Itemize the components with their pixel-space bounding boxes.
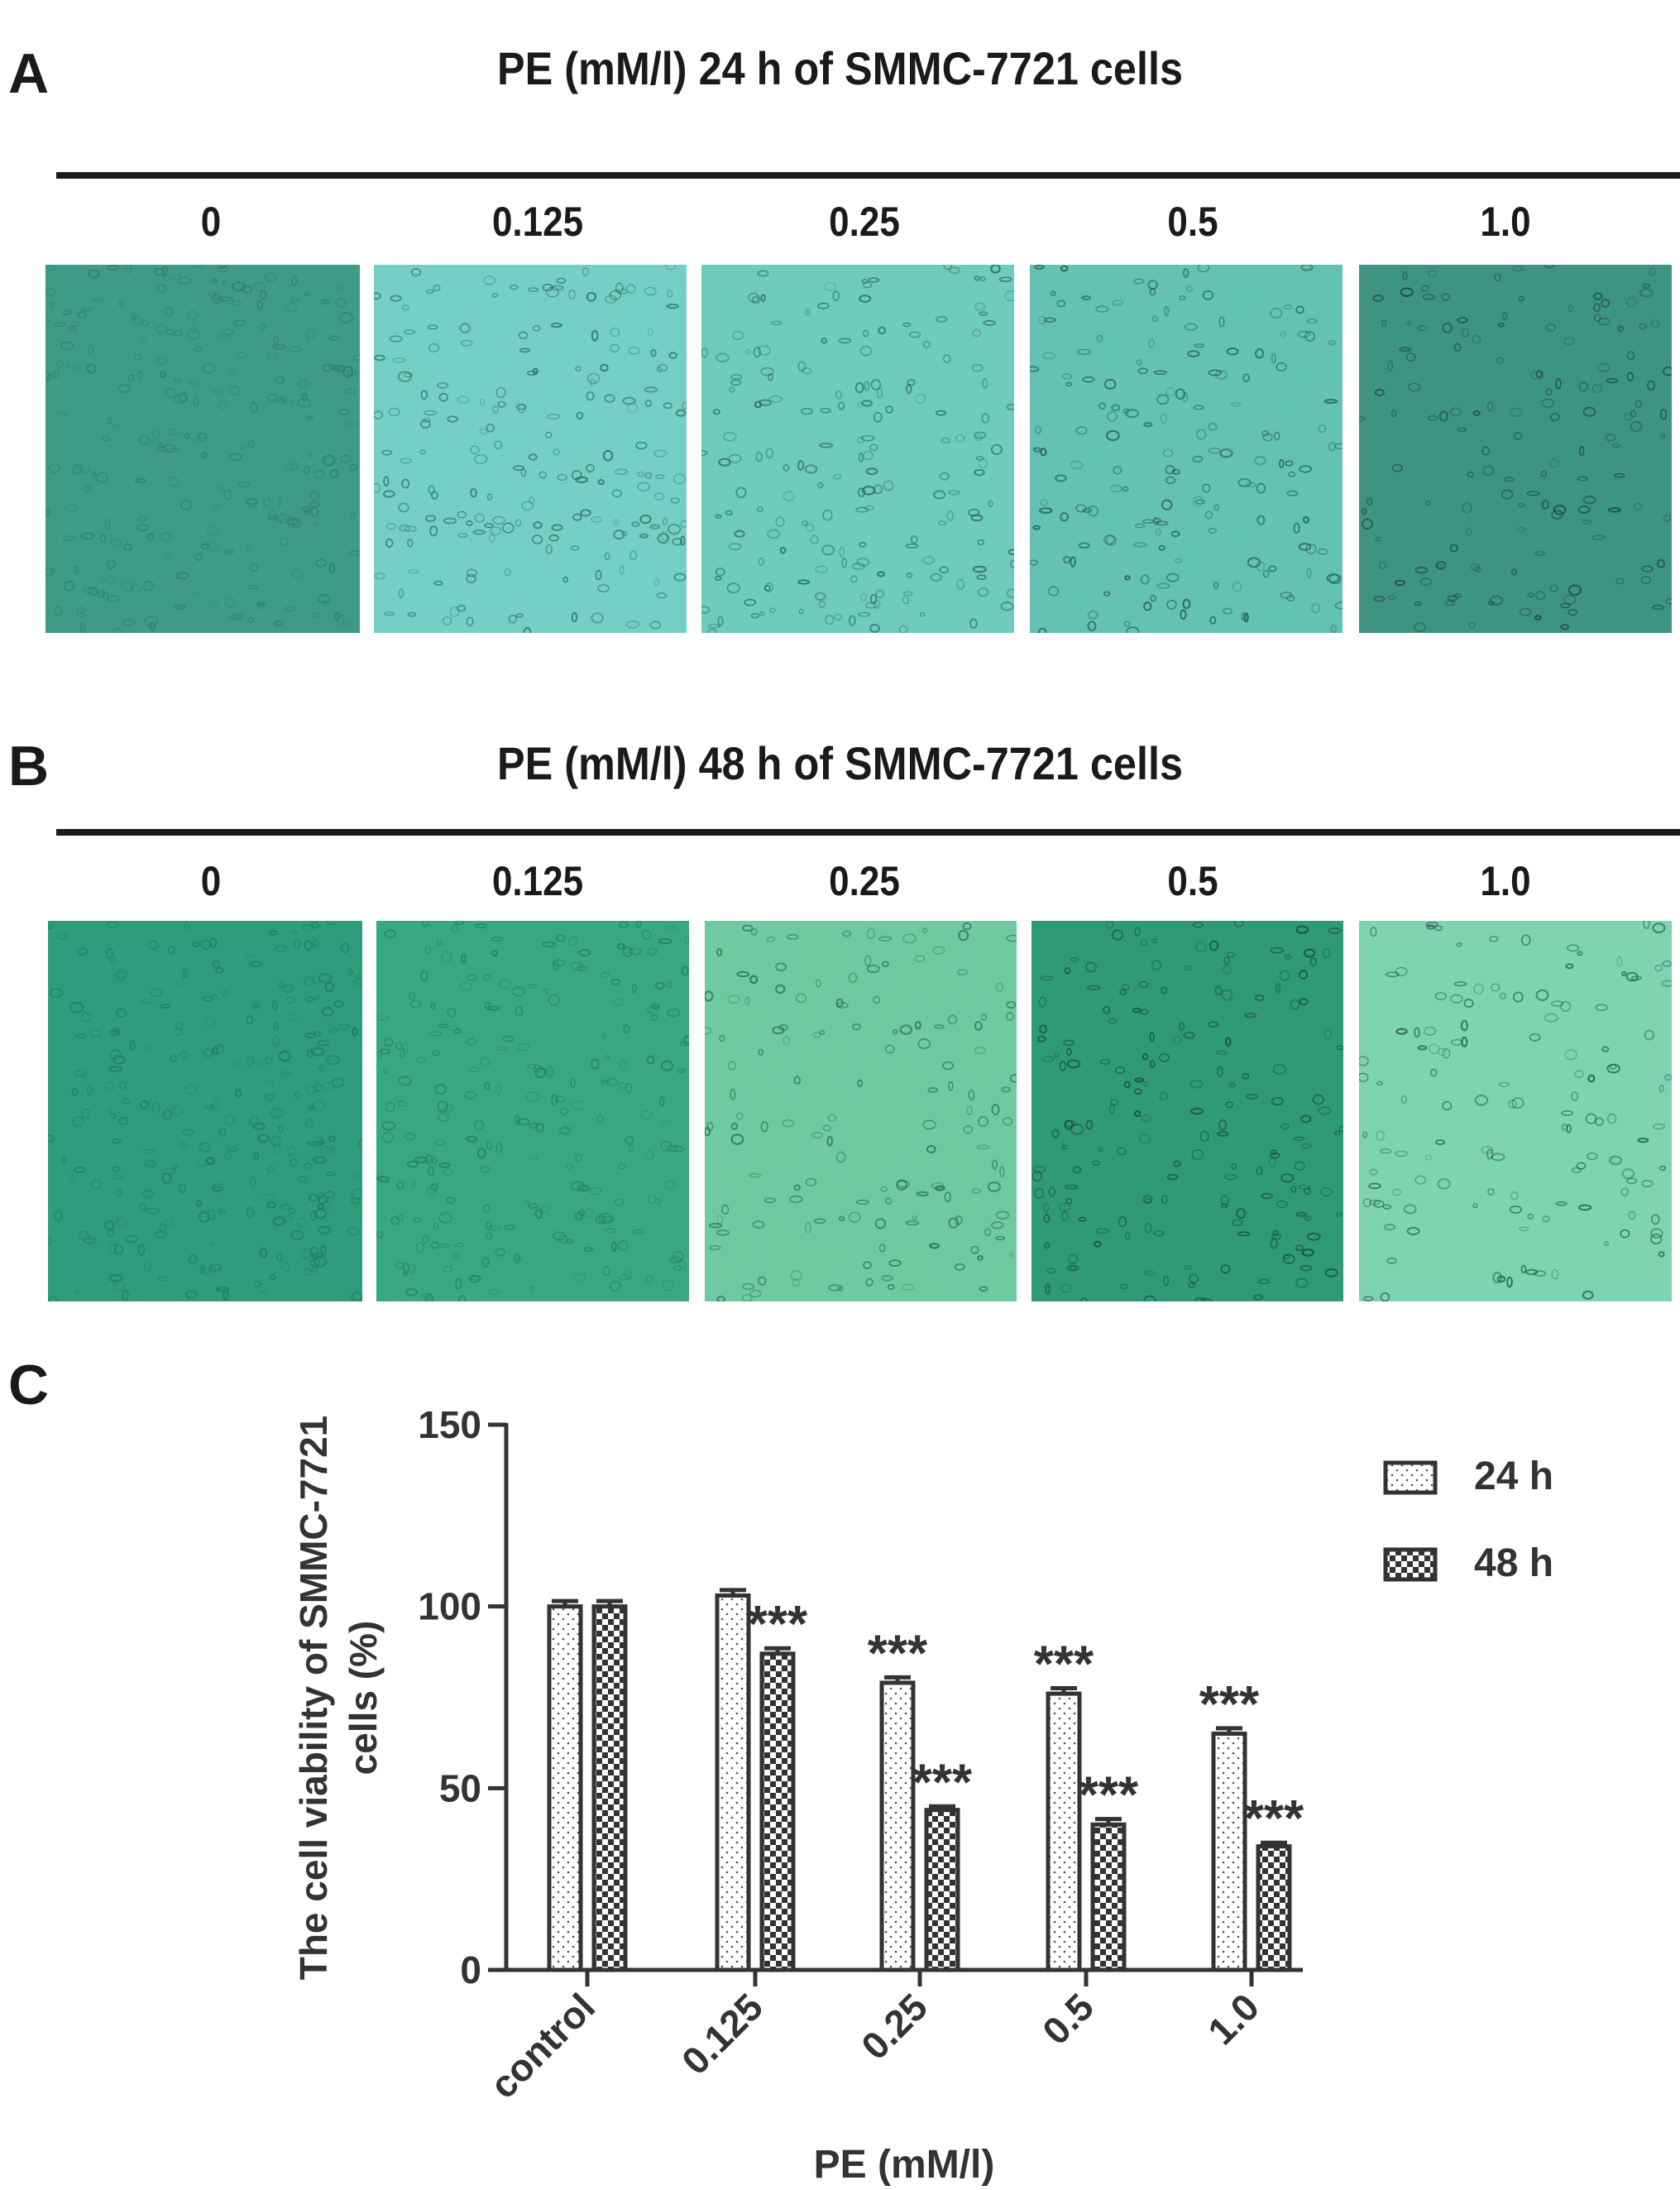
micrograph-image (701, 265, 1014, 633)
panel-b-dose-label: 0 (200, 858, 222, 904)
y-axis-label: The cell viability of SMMC-7721 (292, 1416, 335, 1981)
panel-a-dose-label: 0.125 (491, 199, 584, 245)
micrograph-image (45, 265, 360, 633)
bar-48h (1256, 1844, 1292, 1972)
panel-b-dose-label: 0.25 (829, 858, 900, 904)
y-tick-label: 150 (418, 1403, 481, 1446)
micrograph-image (705, 921, 1017, 1301)
significance-marker: *** (1244, 1790, 1304, 1847)
legend-swatch (1383, 1460, 1438, 1495)
panel-b-title: PE (mM/l) 48 h of SMMC-7721 cells (496, 737, 1184, 789)
bar-48h (591, 1604, 628, 1972)
micrograph-image (1359, 921, 1672, 1301)
legend-label: 48 h (1474, 1541, 1553, 1585)
panel-b-dose-label: 0.125 (491, 858, 584, 904)
legend-swatch (1383, 1547, 1438, 1582)
bar-48h (924, 1808, 960, 1972)
x-tick-label: control (481, 1985, 603, 2106)
bar-48h (1090, 1822, 1127, 1972)
panel-a-divider (56, 172, 1680, 179)
bar-48h (759, 1651, 796, 1972)
bar-24h (715, 1593, 751, 1972)
y-tick-label: 0 (460, 1948, 481, 1991)
panel-a-title: PE (mM/l) 24 h of SMMC-7721 cells (496, 42, 1184, 94)
significance-marker: *** (1034, 1637, 1094, 1694)
micrograph-image (1359, 265, 1672, 633)
panel-c-label: C (8, 1354, 50, 1416)
panel-a-label: A (8, 42, 50, 105)
micrograph-image (1030, 265, 1343, 633)
panel-a-dose-label: 0.25 (829, 199, 900, 245)
legend-label: 24 h (1474, 1454, 1553, 1498)
significance-marker: *** (1079, 1767, 1139, 1824)
x-tick-label: 0.25 (853, 1985, 936, 2068)
significance-marker: *** (912, 1754, 973, 1811)
bar-24h (1211, 1731, 1247, 1972)
y-axis-label: cells (%) (342, 1621, 385, 1775)
panel-b-dose-label: 1.0 (1480, 858, 1531, 904)
bar-24h (547, 1604, 583, 1972)
panel-b-label: B (8, 735, 50, 798)
x-axis-label: PE (mM/l) (814, 2143, 995, 2187)
x-tick-label: 1.0 (1199, 1985, 1267, 2053)
panel-a-dose-label: 0.5 (1167, 199, 1218, 245)
bar-24h (879, 1680, 916, 1972)
panel-b-dose-label: 0.5 (1167, 858, 1218, 904)
y-tick-label: 100 (418, 1585, 481, 1628)
significance-marker: *** (748, 1596, 808, 1653)
panel-a-dose-label: 0 (200, 199, 222, 245)
micrograph-image (374, 265, 687, 633)
panel-a-dose-label: 1.0 (1480, 199, 1531, 245)
bar-24h (1046, 1691, 1082, 1972)
x-tick-label: 0.125 (673, 1985, 771, 2082)
micrograph-image (1031, 921, 1343, 1301)
significance-marker: *** (868, 1625, 928, 1682)
panel-b-divider (56, 829, 1680, 836)
significance-marker: *** (1199, 1676, 1260, 1733)
micrograph-image (48, 921, 362, 1301)
y-tick-label: 50 (439, 1766, 481, 1809)
viability-bar-chart: 0 50 100 150 control 0.125 0.25 0.5 1.0 *** *** ***… (292, 1403, 1553, 2187)
x-tick-label: 0.5 (1034, 1985, 1102, 2053)
micrograph-image (376, 921, 689, 1301)
